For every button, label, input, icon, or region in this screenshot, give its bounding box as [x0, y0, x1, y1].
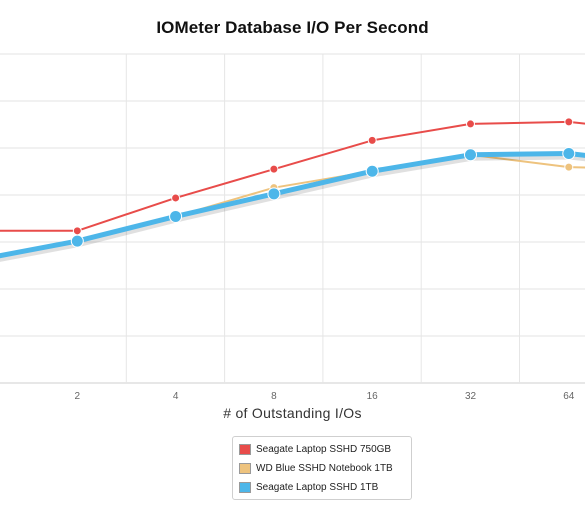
- legend-item-seagate-1tb[interactable]: Seagate Laptop SSHD 1TB: [239, 480, 378, 494]
- legend-swatch: [239, 481, 251, 493]
- legend-label: Seagate Laptop SSHD 1TB: [256, 481, 379, 493]
- data-point[interactable]: [72, 226, 82, 236]
- data-point[interactable]: [564, 117, 574, 127]
- legend-swatch: [239, 443, 251, 455]
- data-point[interactable]: [171, 193, 181, 203]
- series-line: [0, 120, 585, 232]
- data-point[interactable]: [466, 119, 475, 129]
- data-point[interactable]: [70, 234, 84, 248]
- data-point[interactable]: [365, 164, 379, 178]
- data-point[interactable]: [169, 209, 183, 223]
- x-axis-label: # of Outstanding I/Os: [223, 405, 362, 421]
- x-tick-label: 8: [271, 391, 277, 402]
- data-point[interactable]: [269, 164, 279, 174]
- data-point[interactable]: [562, 147, 576, 161]
- x-tick-label: 16: [367, 391, 379, 402]
- legend-item-seagate-750gb[interactable]: Seagate Laptop SSHD 750GB: [239, 442, 391, 456]
- series-line: [0, 151, 585, 259]
- x-tick-label: 4: [173, 391, 179, 402]
- legend-swatch: [239, 462, 251, 474]
- series-shadow: [0, 151, 585, 262]
- x-tick-label: 64: [563, 391, 575, 402]
- legend-item-wd-blue-1tb[interactable]: WD Blue SSHD Notebook 1TB: [239, 461, 393, 475]
- x-tick-labels: 2 4 8 16 32 64: [75, 391, 575, 402]
- grid-lines: [0, 53, 585, 384]
- series-lines: [0, 117, 585, 262]
- data-point[interactable]: [564, 162, 574, 172]
- data-point[interactable]: [367, 135, 377, 145]
- legend: Seagate Laptop SSHD 750GB WD Blue SSHD N…: [232, 436, 412, 500]
- data-point[interactable]: [267, 187, 281, 201]
- legend-label: WD Blue SSHD Notebook 1TB: [256, 462, 393, 474]
- chart-title: IOMeter Database I/O Per Second: [156, 18, 429, 37]
- legend-label: Seagate Laptop SSHD 750GB: [256, 443, 392, 455]
- x-tick-label: 32: [465, 391, 477, 402]
- x-tick-label: 2: [75, 391, 81, 402]
- data-point[interactable]: [464, 148, 477, 162]
